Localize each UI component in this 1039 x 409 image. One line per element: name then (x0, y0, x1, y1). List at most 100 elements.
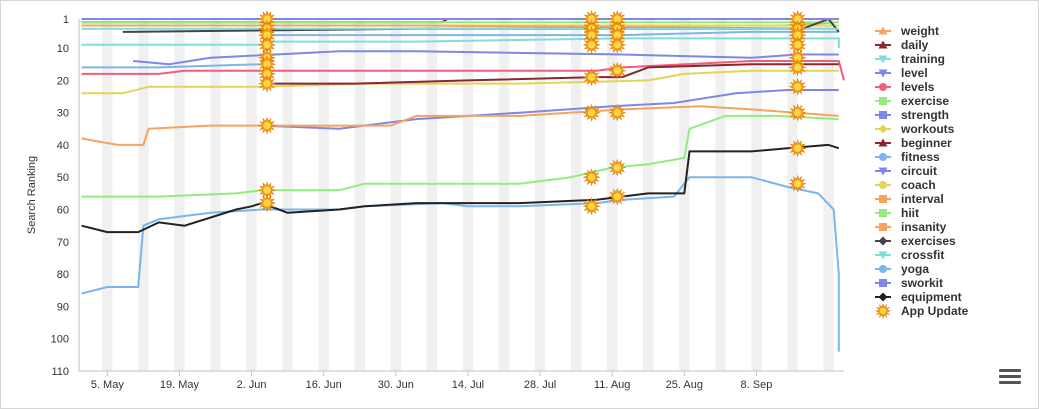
app-update-marker[interactable] (582, 197, 601, 216)
legend-item-hiit[interactable]: hiit (875, 206, 919, 220)
legend-label: circuit (901, 164, 937, 178)
x-tick-label: 16. Jun (306, 379, 342, 391)
legend-item-levels[interactable]: levels (875, 80, 935, 94)
legend[interactable]: weightdailytraininglevellevelsexercisest… (874, 24, 969, 320)
y-tick-label: 90 (57, 301, 69, 313)
y-tick-label: 40 (57, 140, 69, 152)
legend-item-strength[interactable]: strength (875, 108, 949, 122)
weekend-band (498, 19, 510, 371)
series-line-workouts[interactable] (81, 69, 839, 95)
y-tick-label: 70 (57, 237, 69, 249)
series-line-interval[interactable] (81, 105, 839, 146)
legend-label: App Update (901, 304, 969, 318)
series-line-beginner[interactable] (261, 63, 839, 85)
legend-item-interval[interactable]: interval (875, 192, 944, 206)
weekend-band (246, 19, 257, 371)
legend-item-workouts[interactable]: workouts (875, 122, 955, 136)
app-update-marker[interactable] (608, 158, 627, 177)
y-tick-label: 60 (57, 205, 69, 217)
weekend-band (138, 19, 149, 371)
app-update-marker[interactable] (582, 68, 601, 87)
legend-label: strength (901, 108, 949, 122)
app-update-marker[interactable] (257, 116, 277, 135)
legend-label: sworkit (901, 276, 943, 290)
x-tick-label: 5. May (91, 379, 125, 391)
series-lines (81, 18, 845, 352)
legend-item-exercises[interactable]: exercises (875, 234, 956, 248)
weekend-band (679, 19, 690, 371)
app-update-marker[interactable] (582, 103, 601, 122)
series-line-level[interactable] (133, 50, 839, 66)
legend-item-equipment[interactable]: equipment (875, 290, 962, 304)
series-line-insanity[interactable] (81, 24, 839, 30)
legend-item-sworkit[interactable]: sworkit (875, 276, 943, 290)
legend-item-beginner[interactable]: beginner (875, 136, 952, 150)
app-update-marker[interactable] (788, 103, 807, 122)
legend-label: exercise (901, 94, 949, 108)
legend-label: interval (901, 192, 944, 206)
x-tick-label: 28. Jul (524, 379, 556, 391)
x-tick-label: 30. Jun (378, 379, 414, 391)
app-update-marker[interactable] (582, 35, 601, 54)
app-update-marker[interactable] (608, 61, 627, 80)
weekend-band (643, 19, 654, 371)
series-line-hiit[interactable] (81, 114, 839, 198)
legend-item-daily[interactable]: daily (875, 38, 929, 52)
weekend-band (751, 19, 762, 371)
weekend-band (102, 19, 113, 371)
legend-item-level[interactable]: level (875, 66, 928, 80)
legend-label: hiit (901, 206, 919, 220)
legend-label: level (901, 66, 928, 80)
weekend-band (282, 19, 293, 371)
weekend-band (570, 19, 582, 371)
app-update-marker[interactable] (257, 74, 277, 93)
series-line-fitness[interactable] (81, 30, 839, 69)
legend-item-fitness[interactable]: fitness (875, 150, 940, 164)
weekend-band (823, 19, 834, 371)
legend-item-exercise[interactable]: exercise (875, 94, 949, 108)
series-line-equipment[interactable] (81, 143, 840, 234)
x-tick-label: 8. Sep (741, 379, 773, 391)
app-update-marker[interactable] (608, 187, 627, 206)
legend-label: workouts (900, 122, 955, 136)
app-update-marker[interactable] (788, 77, 807, 96)
weekend-band (534, 19, 546, 371)
legend-label: exercises (901, 234, 956, 248)
y-tick-label: 50 (57, 172, 69, 184)
legend-item-weight[interactable]: weight (875, 24, 939, 38)
menu-icon-bar (999, 369, 1021, 372)
app-update-marker[interactable] (788, 58, 807, 77)
legend-item-circuit[interactable]: circuit (875, 164, 937, 178)
app-update-marker[interactable] (788, 174, 807, 193)
app-update-marker[interactable] (582, 168, 601, 187)
weekend-band (462, 19, 474, 371)
menu-icon-bar (999, 381, 1021, 384)
legend-item-training[interactable]: training (875, 52, 945, 66)
y-tick-label: 110 (51, 366, 69, 378)
app-update-marker[interactable] (257, 194, 277, 213)
legend-item-insanity[interactable]: insanity (875, 220, 947, 234)
y-tick-label: 100 (51, 334, 69, 346)
legend-item-coach[interactable]: coach (875, 178, 936, 192)
x-tick-label: 2. Jun (237, 379, 267, 391)
app-update-markers (257, 9, 807, 216)
app-update-marker[interactable] (788, 139, 807, 158)
y-axis-title: Search Ranking (26, 156, 38, 234)
legend-label: fitness (901, 150, 940, 164)
legend-label: insanity (901, 220, 947, 234)
app-update-marker[interactable] (608, 35, 627, 54)
legend-item-crossfit[interactable]: crossfit (875, 248, 944, 262)
y-tick-label: 80 (57, 269, 69, 281)
legend-item-yoga[interactable]: yoga (875, 262, 929, 276)
chart-menu-button[interactable] (999, 369, 1021, 387)
app-update-marker[interactable] (608, 103, 627, 122)
x-axis: 5. May 19. May 2. Jun 16. Jun 30. Jun 14. Jul… (79, 370, 844, 391)
legend-label: weight (900, 24, 939, 38)
legend-star-icon[interactable] (874, 302, 892, 320)
legend-item-app-update[interactable]: App Update (874, 302, 969, 320)
legend-label: daily (901, 38, 929, 52)
y-tick-label: 20 (57, 75, 69, 87)
